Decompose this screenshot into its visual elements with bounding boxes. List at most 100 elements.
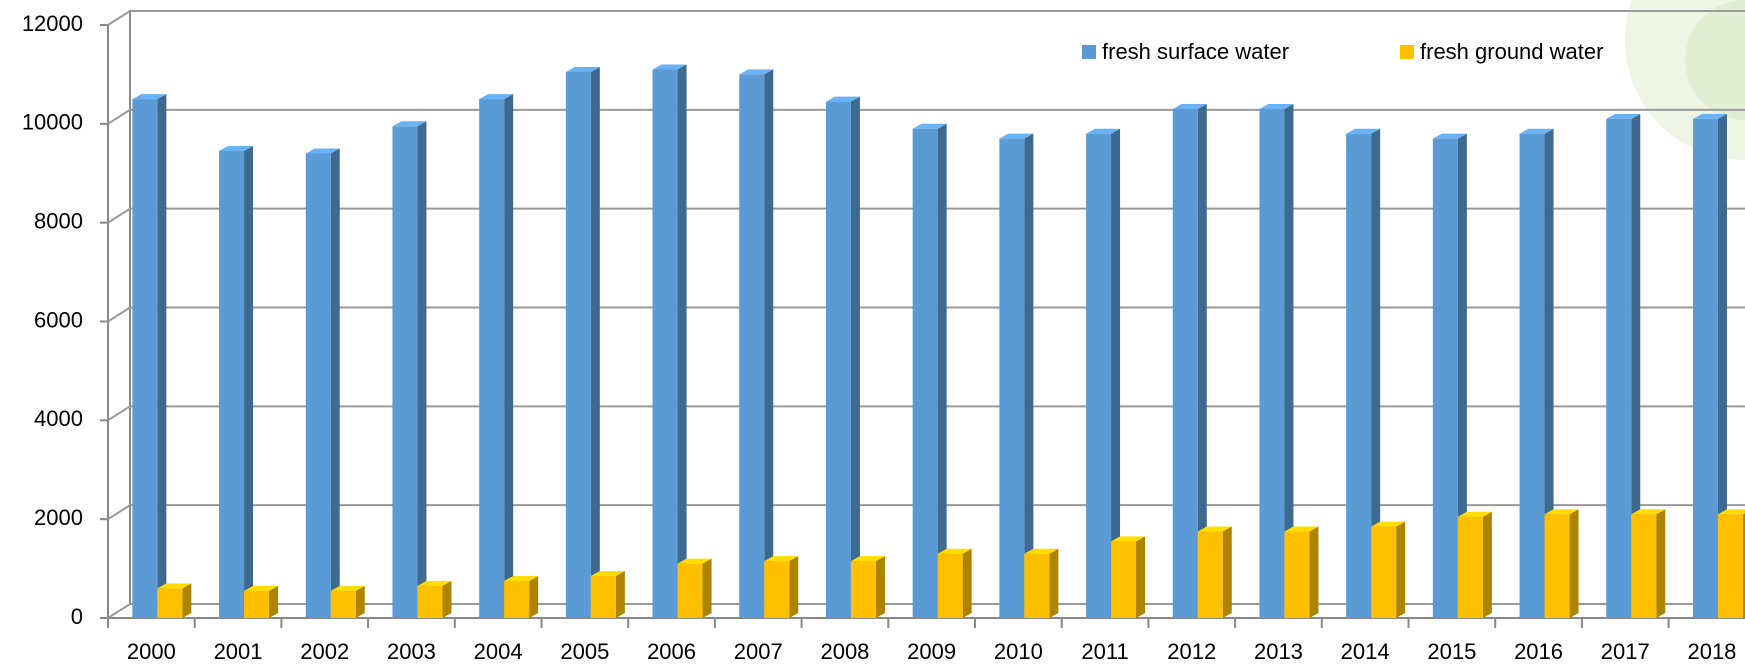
y-tick-label: 12000 bbox=[22, 11, 83, 36]
bar-top bbox=[1259, 104, 1294, 110]
x-tick-label: 2000 bbox=[127, 639, 176, 664]
bar-side bbox=[1717, 113, 1727, 619]
bar bbox=[219, 151, 245, 618]
x-tick-label: 2015 bbox=[1427, 639, 1476, 664]
bar-side bbox=[1197, 104, 1207, 619]
y-tick-label: 10000 bbox=[22, 110, 83, 135]
bar-top bbox=[417, 580, 452, 586]
bar-side bbox=[1222, 526, 1232, 618]
bar-top bbox=[590, 570, 625, 576]
bar bbox=[1606, 118, 1632, 619]
bar-top bbox=[739, 69, 774, 75]
bar-top bbox=[504, 575, 539, 581]
bar-top bbox=[1457, 511, 1492, 517]
bar-top bbox=[244, 585, 279, 591]
y-tick-label: 4000 bbox=[34, 406, 83, 431]
bar-side bbox=[1742, 513, 1745, 618]
bar bbox=[764, 561, 790, 618]
bar-top bbox=[652, 64, 687, 70]
x-tick-label: 2004 bbox=[474, 639, 523, 664]
bar-side bbox=[417, 121, 427, 618]
bar bbox=[392, 126, 418, 618]
bar-top bbox=[1692, 113, 1727, 119]
bar-side bbox=[615, 570, 625, 618]
bar-top bbox=[912, 123, 947, 129]
x-tick-label: 2012 bbox=[1167, 639, 1216, 664]
bar-top bbox=[764, 556, 799, 562]
bar-top bbox=[825, 96, 860, 102]
x-tick-label: 2010 bbox=[994, 639, 1043, 664]
bar bbox=[1519, 133, 1545, 618]
bar bbox=[1284, 531, 1310, 618]
x-tick-label: 2002 bbox=[300, 639, 349, 664]
x-tick-label: 2018 bbox=[1687, 639, 1736, 664]
bar-top bbox=[330, 585, 365, 591]
bar-side bbox=[875, 556, 885, 618]
bar-top bbox=[1606, 113, 1641, 119]
bar bbox=[1631, 514, 1657, 618]
bar-side bbox=[850, 96, 860, 619]
bar-top bbox=[305, 148, 340, 154]
grid-line bbox=[107, 10, 1745, 26]
bar-top bbox=[1519, 128, 1554, 134]
bar bbox=[1346, 133, 1372, 618]
bar bbox=[330, 590, 356, 618]
bar bbox=[305, 153, 331, 618]
bar-top bbox=[1631, 509, 1666, 515]
bar-side bbox=[1631, 113, 1641, 619]
bar-top bbox=[132, 94, 167, 100]
bar-top bbox=[1111, 536, 1146, 542]
bar-side bbox=[1024, 133, 1034, 619]
bar-side bbox=[962, 548, 972, 618]
y-tick-label: 6000 bbox=[34, 307, 83, 332]
bar bbox=[1111, 541, 1137, 618]
bar-top bbox=[479, 94, 514, 100]
bar-top bbox=[1544, 509, 1579, 515]
bar bbox=[937, 553, 963, 618]
bar-side bbox=[677, 64, 687, 619]
bar bbox=[1197, 531, 1223, 618]
x-tick-label: 2006 bbox=[647, 639, 696, 664]
x-tick-label: 2003 bbox=[387, 639, 436, 664]
x-tick-label: 2013 bbox=[1254, 639, 1303, 664]
bar-side bbox=[1136, 536, 1146, 618]
bar-side bbox=[702, 558, 712, 618]
bar-side bbox=[1396, 521, 1406, 618]
bar-side bbox=[1656, 509, 1666, 618]
bar-side bbox=[1482, 511, 1492, 618]
x-tick-label: 2001 bbox=[214, 639, 263, 664]
bar-side bbox=[244, 146, 254, 618]
bar-top bbox=[1086, 128, 1121, 134]
bar bbox=[912, 128, 938, 618]
bar bbox=[504, 580, 530, 618]
bar-side bbox=[937, 123, 947, 619]
bar-top bbox=[999, 133, 1034, 139]
bar bbox=[1692, 118, 1718, 619]
legend-swatch bbox=[1400, 45, 1414, 59]
bar-top bbox=[1024, 548, 1059, 554]
bar-top bbox=[1346, 128, 1381, 134]
x-tick-label: 2007 bbox=[734, 639, 783, 664]
bar-top bbox=[1371, 521, 1406, 527]
bar bbox=[1172, 109, 1198, 618]
bar bbox=[479, 99, 505, 618]
bar-side bbox=[1049, 548, 1059, 618]
bar-top bbox=[565, 66, 600, 72]
bar-side bbox=[1284, 104, 1294, 619]
bar bbox=[825, 101, 851, 619]
bar-side bbox=[764, 69, 774, 618]
bar-side bbox=[1371, 128, 1381, 618]
bar bbox=[244, 590, 270, 618]
legend-swatch bbox=[1082, 45, 1096, 59]
bar-side bbox=[1457, 133, 1467, 619]
bar-top bbox=[677, 558, 712, 564]
bar bbox=[1457, 516, 1483, 618]
legend-label: fresh surface water bbox=[1102, 39, 1289, 64]
x-tick-label: 2008 bbox=[820, 639, 869, 664]
legend-label: fresh ground water bbox=[1420, 39, 1603, 64]
bar-side bbox=[269, 585, 279, 618]
bar bbox=[739, 74, 765, 618]
bar-top bbox=[219, 146, 254, 152]
bar-top bbox=[1432, 133, 1467, 139]
